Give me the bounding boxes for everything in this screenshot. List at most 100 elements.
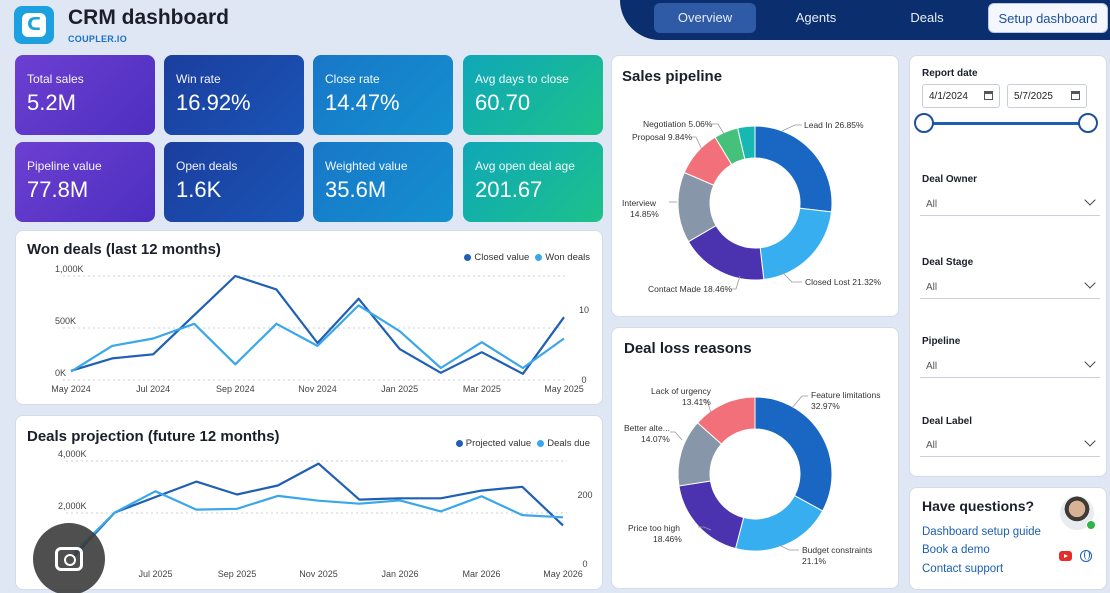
pipeline-select[interactable]: All: [920, 356, 1100, 378]
help-title: Have questions?: [922, 498, 1035, 514]
y-right-tick-label: 200: [577, 490, 592, 500]
slice-label: Contact Made 18.46%: [648, 284, 733, 294]
legend-swatch: [455, 440, 463, 447]
leader-line: [698, 526, 712, 531]
deal-owner-select[interactable]: All: [920, 194, 1100, 216]
kpi-value: 201.67: [475, 177, 543, 202]
slice-value-label: 14.07%: [641, 434, 670, 444]
kpi-value: 1.6K: [176, 177, 222, 202]
slice-price-too-high: [678, 480, 745, 550]
slice-label: Proposal 9.84%: [632, 132, 692, 142]
x-tick-label: Jul 2024: [136, 384, 170, 394]
x-tick-label: Nov 2024: [298, 384, 337, 394]
won-deals-title: Won deals (last 12 months): [27, 241, 221, 258]
slice-label: Closed Lost 21.32%: [805, 277, 882, 287]
deal-label-value: All: [926, 440, 938, 451]
deal-owner-label: Deal Owner: [922, 174, 978, 185]
legend-item: Projected value: [465, 438, 532, 449]
deals-projection-legend: Projected value Deals due: [450, 438, 590, 449]
page-title: CRM dashboard: [68, 6, 230, 29]
deal-stage-value: All: [926, 282, 938, 293]
series-line-closed-value: [70, 274, 565, 375]
slice-value-label: 14.85%: [630, 209, 659, 219]
leader-line: [730, 275, 741, 290]
report-date-label: Report date: [922, 68, 978, 79]
tab-agents[interactable]: Agents: [795, 10, 837, 25]
date-range-slider[interactable]: [914, 113, 1098, 133]
kpi-value: 35.6M: [325, 177, 387, 202]
date-to-value: 5/7/2025: [1014, 91, 1053, 102]
y-tick-label: 2,000K: [58, 501, 87, 511]
kpi-value: 77.8M: [27, 177, 89, 202]
slider-handle-start[interactable]: [914, 113, 934, 133]
deal-stage-select[interactable]: All: [920, 277, 1100, 299]
globe-icon[interactable]: [1080, 550, 1092, 562]
kpi-label: Avg days to close: [475, 72, 569, 86]
youtube-icon[interactable]: [1059, 551, 1072, 561]
contact-support-link[interactable]: Contact support: [922, 563, 1004, 575]
date-from-input[interactable]: 4/1/2024: [922, 84, 1000, 108]
slice-feature-limitations: [754, 396, 833, 512]
slice-value-label: 13.41%: [682, 397, 711, 407]
deal-stage-label: Deal Stage: [922, 257, 974, 268]
x-tick-label: May 2025: [544, 384, 584, 394]
deal-owner-value: All: [926, 199, 938, 210]
kpi-label: Avg open deal age: [475, 159, 575, 173]
tab-overview[interactable]: Overview: [654, 3, 756, 33]
sales-pipeline-title: Sales pipeline: [622, 68, 723, 85]
dashboard-setup-guide-link[interactable]: Dashboard setup guide: [922, 526, 1041, 538]
kpi-weighted-value: Weighted value 35.6M: [313, 142, 453, 222]
kpi-label: Win rate: [176, 72, 221, 86]
leader-line: [791, 395, 808, 409]
chevron-down-icon[interactable]: [1084, 194, 1096, 206]
legend-item: Deals due: [547, 438, 590, 449]
coupler-logo-icon: ᑕ: [14, 6, 54, 44]
chevron-down-icon[interactable]: [1084, 435, 1096, 447]
won-deals-panel: Won deals (last 12 months) Closed value …: [15, 230, 603, 405]
slice-label: Budget constraints: [802, 545, 872, 555]
legend-item: Won deals: [545, 252, 590, 263]
setup-dashboard-button[interactable]: Setup dashboard: [988, 3, 1108, 33]
chevron-down-icon[interactable]: [1084, 277, 1096, 289]
slice-value-label: 32.97%: [811, 401, 840, 411]
calendar-icon[interactable]: [1071, 91, 1080, 100]
y-tick-label: 1,000K: [55, 264, 84, 274]
y-right-tick-label: 0: [582, 559, 587, 569]
chevron-down-icon[interactable]: [1084, 356, 1096, 368]
x-tick-label: Sep 2025: [218, 569, 257, 579]
slice-budget-constraints: [734, 494, 824, 552]
leader-line: [702, 399, 712, 414]
legend-swatch: [464, 254, 472, 261]
header: ᑕ CRM dashboard COUPLER.IO Overview Agen…: [0, 0, 1110, 46]
kpi-total-sales: Total sales 5.2M: [15, 55, 155, 135]
kpi-close-rate: Close rate 14.47%: [313, 55, 453, 135]
kpi-value: 60.70: [475, 90, 531, 115]
deal-label-select[interactable]: All: [920, 435, 1100, 457]
deals-projection-title: Deals projection (future 12 months): [27, 428, 280, 445]
slice-label: Lead In 26.85%: [804, 120, 864, 130]
slice-label: Negotiation 5.06%: [643, 119, 713, 129]
leader-line: [781, 124, 802, 132]
y-right-tick-label: 10: [579, 305, 589, 315]
slice-value-label: 18.46%: [653, 534, 682, 544]
y-tick-label: 500K: [55, 316, 76, 326]
date-to-input[interactable]: 5/7/2025: [1007, 84, 1087, 108]
x-tick-label: May 2024: [51, 384, 91, 394]
leader-line: [690, 136, 703, 151]
won-deals-chart: 1,000K 500K 0K 10 0 May 2024 Jul 2024 Sep 2024 N…: [51, 264, 589, 394]
kpi-label: Weighted value: [325, 159, 408, 173]
slice-label: Price too high: [628, 523, 680, 533]
book-demo-link[interactable]: Book a demo: [922, 544, 990, 556]
sales-pipeline-panel: Sales pipeline Lead In 26.85% Closed Lost…: [611, 55, 899, 317]
kpi-pipeline-value: Pipeline value 77.8M: [15, 142, 155, 222]
series-line-projected-value: [73, 462, 564, 558]
slider-fill: [924, 122, 1088, 125]
image-search-button[interactable]: [33, 523, 105, 593]
slider-handle-end[interactable]: [1078, 113, 1098, 133]
calendar-icon[interactable]: [984, 91, 993, 100]
x-tick-label: May 2026: [543, 569, 583, 579]
tab-deals[interactable]: Deals: [910, 10, 944, 25]
camera-lens-icon: [55, 547, 83, 571]
leader-line: [712, 123, 725, 135]
